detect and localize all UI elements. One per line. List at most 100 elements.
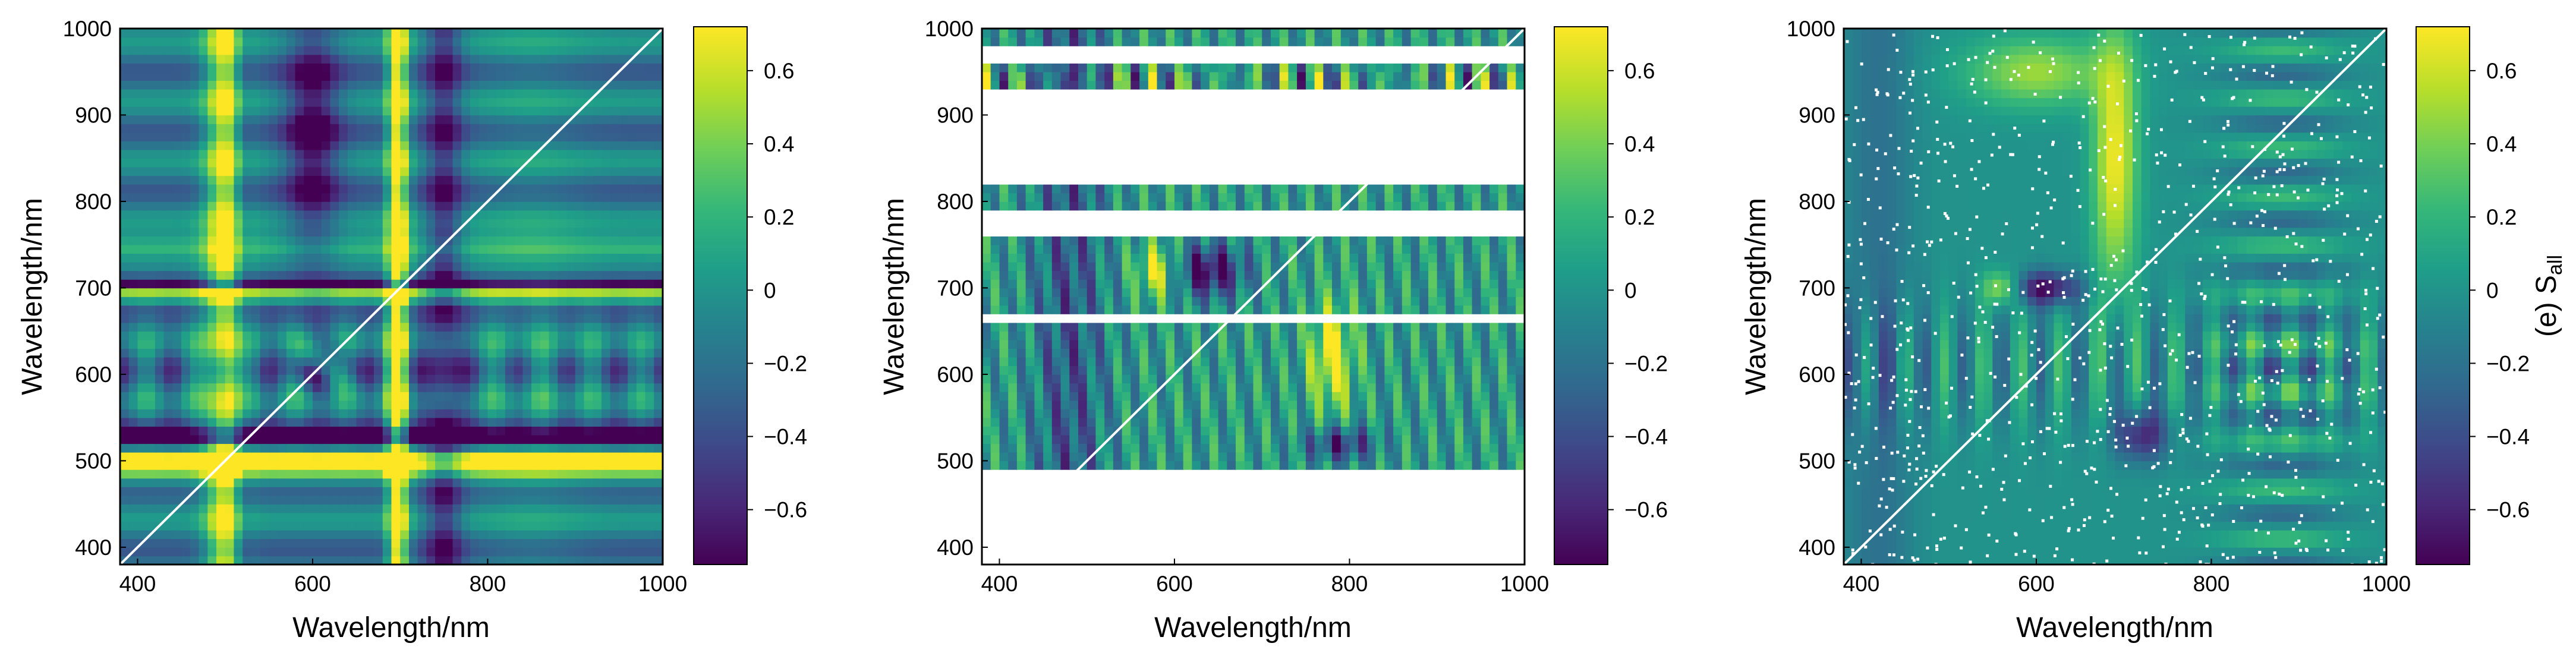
heatmap-cell	[1507, 538, 1516, 548]
heatmap-cell	[470, 270, 480, 280]
heatmap-cell	[496, 201, 506, 211]
heatmap-cell	[409, 417, 418, 427]
heatmap-cell	[601, 322, 611, 332]
heatmap-cell	[409, 538, 418, 548]
heatmap-cell	[391, 314, 401, 323]
heatmap-cell	[207, 261, 217, 272]
heatmap-cell	[313, 124, 322, 133]
heatmap-cell	[1375, 469, 1385, 479]
heatmap-cell	[566, 193, 576, 202]
heatmap-cell	[540, 210, 550, 219]
heatmap-cell	[426, 219, 436, 228]
heatmap-cell	[575, 166, 585, 176]
heatmap-cell	[505, 383, 515, 392]
heatmap-cell	[540, 219, 550, 228]
heatmap-cell	[172, 184, 182, 194]
heatmap-cell	[347, 279, 357, 289]
heatmap-cell	[1122, 478, 1132, 487]
heatmap-cell	[1498, 426, 1508, 436]
heatmap-cell	[181, 443, 191, 453]
heatmap-cell	[584, 193, 593, 202]
heatmap-cell	[575, 348, 585, 358]
heatmap-cell	[1218, 521, 1228, 531]
heatmap-cell	[356, 80, 366, 90]
heatmap-cell	[1025, 529, 1035, 540]
heatmap-cell	[1428, 512, 1438, 522]
heatmap-cell	[1489, 426, 1499, 436]
heatmap-cell	[243, 443, 252, 453]
heatmap-cell	[234, 426, 243, 436]
heatmap-cell	[339, 158, 348, 168]
heatmap-cell	[278, 29, 287, 38]
heatmap-cell	[443, 227, 454, 237]
heatmap-cell	[1507, 461, 1516, 470]
heatmap-cell	[619, 305, 628, 314]
heatmap-cell	[575, 184, 585, 194]
heatmap-cell	[1157, 434, 1166, 444]
heatmap-cell	[1104, 538, 1114, 548]
heatmap-cell	[234, 487, 243, 496]
heatmap-cell	[496, 521, 506, 531]
heatmap-cell	[400, 478, 410, 487]
heatmap-cell	[382, 46, 392, 55]
heatmap-cell	[190, 106, 200, 116]
heatmap-cell	[1244, 409, 1254, 418]
heatmap-cell	[514, 270, 524, 280]
heatmap-cell	[1262, 521, 1271, 531]
heatmap-cell	[522, 193, 532, 202]
heatmap-cell	[243, 97, 252, 107]
heatmap-cell	[593, 149, 602, 159]
heatmap-cell	[478, 314, 489, 323]
heatmap-cell	[619, 184, 628, 194]
heatmap-cell	[1095, 426, 1105, 436]
heatmap-cell	[190, 538, 200, 548]
heatmap-cell	[155, 37, 165, 46]
heatmap-cell	[330, 236, 339, 245]
heatmap-cell	[146, 504, 156, 513]
heatmap-cell	[400, 521, 410, 531]
heatmap-cell	[155, 184, 165, 194]
heatmap-cell	[190, 556, 200, 565]
heatmap-cell	[1437, 417, 1447, 427]
heatmap-cell	[1358, 443, 1368, 453]
heatmap-cell	[137, 547, 147, 557]
heatmap-cell	[461, 54, 471, 64]
heatmap-cell	[417, 339, 427, 349]
heatmap-cell	[400, 244, 410, 254]
heatmap-cell	[278, 244, 287, 254]
heatmap-cell	[339, 461, 348, 470]
heatmap-cell	[999, 443, 1009, 453]
heatmap-cell	[216, 529, 226, 540]
heatmap-cell	[225, 219, 235, 228]
heatmap-cell	[478, 89, 489, 99]
heatmap-cell	[1095, 487, 1105, 496]
heatmap-cell	[313, 512, 322, 522]
heatmap-cell	[610, 495, 620, 505]
heatmap-cell	[1174, 547, 1184, 557]
heatmap-cell	[426, 529, 436, 540]
heatmap-cell	[531, 504, 541, 513]
heatmap-cell	[514, 71, 524, 81]
heatmap-cell	[645, 63, 654, 72]
heatmap-cell	[636, 193, 646, 202]
heatmap-cell	[619, 193, 628, 202]
heatmap-cell	[417, 89, 427, 99]
heatmap-cell	[365, 339, 374, 349]
heatmap-cell	[1419, 521, 1429, 531]
heatmap-cell	[549, 166, 559, 176]
heatmap-cell	[1209, 443, 1219, 453]
heatmap-cell	[601, 175, 611, 185]
heatmap-cell	[654, 141, 663, 150]
heatmap-cell	[199, 166, 208, 176]
heatmap-cell	[540, 461, 550, 470]
heatmap-cell	[128, 71, 138, 81]
heatmap-cell	[1157, 452, 1166, 462]
heatmap-cell	[1428, 426, 1438, 436]
heatmap-cell	[1428, 478, 1438, 487]
heatmap-cell	[1227, 512, 1236, 522]
heatmap-cell	[1157, 409, 1166, 418]
heatmap-cell	[654, 443, 663, 453]
heatmap-cell	[1402, 452, 1412, 462]
middle-heatmap-plot	[982, 29, 1525, 565]
heatmap-cell	[531, 175, 541, 185]
